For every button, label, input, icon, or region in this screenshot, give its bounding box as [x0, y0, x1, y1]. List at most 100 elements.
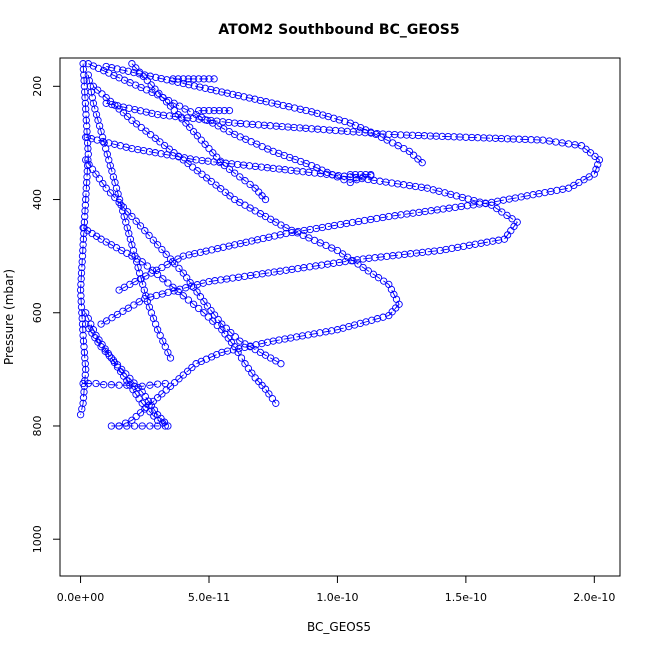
data-point — [83, 127, 91, 136]
data-point — [109, 356, 118, 364]
data-point — [87, 135, 96, 143]
data-point — [78, 314, 86, 323]
data-point — [219, 243, 227, 251]
data-point — [462, 133, 470, 141]
data-point — [100, 381, 108, 389]
data-point — [123, 208, 132, 216]
data-point — [198, 156, 206, 165]
data-point — [77, 297, 85, 306]
data-point — [452, 192, 461, 200]
data-point — [106, 97, 115, 106]
data-point — [207, 85, 215, 94]
data-point — [207, 177, 215, 186]
data-point — [142, 292, 150, 300]
data-point — [164, 279, 172, 287]
data-point — [161, 422, 169, 430]
data-point — [308, 108, 316, 116]
data-point — [258, 339, 266, 348]
data-point — [131, 105, 139, 114]
data-point — [491, 134, 500, 142]
data-point — [261, 195, 270, 204]
data-point — [192, 360, 200, 368]
data-point — [362, 170, 370, 179]
data-point — [577, 142, 586, 150]
data-point — [83, 139, 92, 147]
data-point — [503, 135, 512, 143]
data-point — [223, 89, 231, 97]
data-point — [203, 174, 211, 182]
data-point — [201, 84, 209, 92]
data-point — [200, 309, 208, 317]
data-point — [136, 222, 145, 230]
data-point — [146, 131, 155, 139]
data-point — [276, 231, 284, 239]
data-point — [149, 397, 157, 406]
data-point — [184, 159, 192, 168]
data-point — [79, 241, 87, 249]
data-point — [189, 300, 198, 308]
data-point — [198, 170, 206, 178]
data-point — [500, 235, 509, 243]
data-point — [128, 60, 136, 68]
data-point — [80, 82, 89, 90]
data-point — [269, 164, 277, 173]
data-point — [157, 74, 165, 83]
data-point — [113, 310, 122, 319]
data-point — [162, 386, 170, 394]
data-point — [143, 262, 151, 270]
data-point — [204, 313, 212, 321]
data-point — [132, 64, 140, 72]
data-point — [324, 112, 332, 121]
data-point — [92, 170, 100, 178]
data-point — [174, 75, 182, 83]
data-point — [400, 144, 408, 153]
data-point — [101, 347, 109, 355]
data-point — [296, 124, 304, 132]
data-point — [99, 179, 107, 188]
data-point — [186, 278, 194, 287]
data-point — [179, 292, 187, 300]
data-point — [191, 249, 199, 258]
data-point — [115, 381, 123, 389]
data-point — [220, 161, 229, 170]
x-tick-label: 1.0e-10 — [316, 591, 358, 604]
x-tick-label: 5.0e-11 — [188, 591, 230, 604]
data-point — [493, 204, 501, 213]
data-point — [132, 217, 140, 225]
chart-title: ATOM2 Southbound BC_GEOS5 — [218, 22, 459, 38]
data-point — [193, 167, 201, 175]
data-point — [84, 150, 92, 158]
data-point — [198, 113, 206, 122]
data-point — [214, 122, 222, 130]
data-point — [82, 105, 90, 113]
data-point — [138, 382, 146, 390]
data-point — [82, 116, 90, 124]
data-point — [184, 75, 193, 83]
data-point — [184, 296, 193, 304]
data-point — [263, 338, 272, 346]
data-point — [225, 242, 233, 250]
data-point — [122, 370, 130, 378]
data-point — [82, 195, 90, 204]
data-point — [197, 136, 205, 144]
data-point — [414, 155, 422, 163]
data-point — [84, 144, 92, 153]
data-point — [80, 71, 88, 79]
data-point — [200, 75, 208, 83]
data-point — [166, 255, 175, 263]
data-point — [118, 365, 126, 374]
data-point — [119, 307, 127, 315]
data-point — [115, 105, 123, 113]
data-point — [223, 347, 232, 355]
data-point — [277, 360, 285, 368]
data-point — [142, 127, 150, 135]
data-point — [331, 126, 340, 135]
data-point — [132, 120, 141, 128]
y-tick-label: 600 — [31, 302, 44, 323]
data-point — [166, 354, 175, 362]
data-point — [444, 132, 452, 141]
data-point — [124, 67, 132, 75]
data-point — [255, 188, 263, 196]
y-tick-label: 800 — [31, 415, 44, 436]
data-point — [215, 106, 223, 115]
